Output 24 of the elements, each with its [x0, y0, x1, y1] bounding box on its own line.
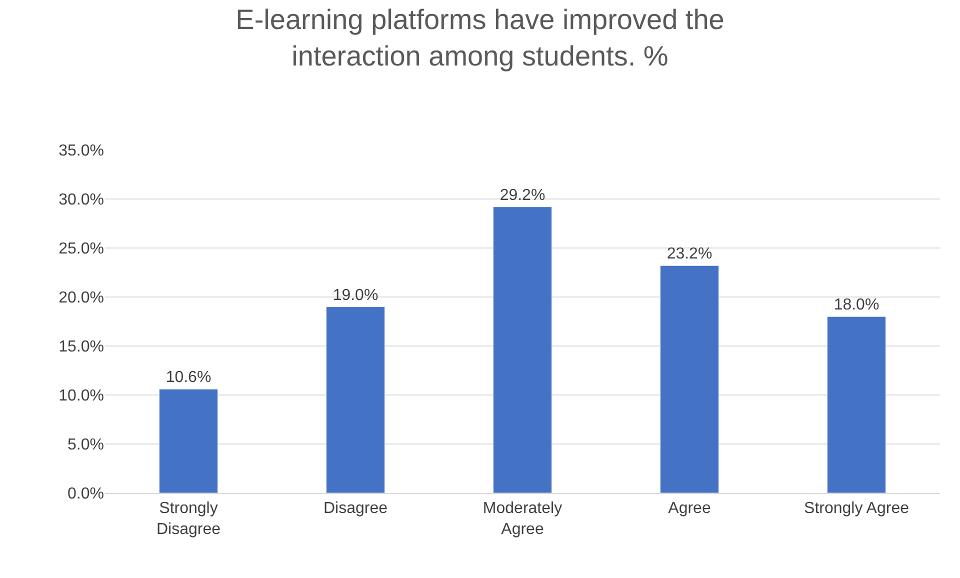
data-label: 19.0%: [332, 286, 378, 304]
y-tick-label: 35.0%: [58, 142, 104, 160]
x-tick-label: Moderately Agree: [482, 500, 562, 538]
y-tick-label: 20.0%: [58, 290, 104, 307]
x-tick-label: Disagree: [323, 500, 388, 518]
bar: [326, 306, 385, 493]
x-tick-label: Strongly Agree: [804, 500, 910, 518]
y-tick-label: 25.0%: [58, 240, 104, 258]
x-tick-label: Strongly Disagree: [156, 500, 221, 538]
y-tick-label: 15.0%: [58, 338, 104, 356]
y-tick-label: 30.0%: [58, 192, 104, 209]
bar: [660, 265, 719, 493]
data-label: 23.2%: [666, 246, 712, 263]
bar: [827, 316, 886, 493]
y-tick-label: 5.0%: [68, 436, 104, 454]
chart-title: E-learning platforms have improved the interaction among students. %: [236, 4, 724, 72]
x-tick-label: Agree: [668, 500, 711, 518]
bar: [159, 388, 218, 493]
y-tick-label: 0.0%: [68, 486, 104, 503]
bar: [493, 206, 552, 493]
data-label: 29.2%: [500, 186, 546, 204]
data-label: 10.6%: [166, 369, 212, 386]
data-label: 18.0%: [834, 296, 880, 314]
y-tick-label: 10.0%: [58, 388, 104, 405]
